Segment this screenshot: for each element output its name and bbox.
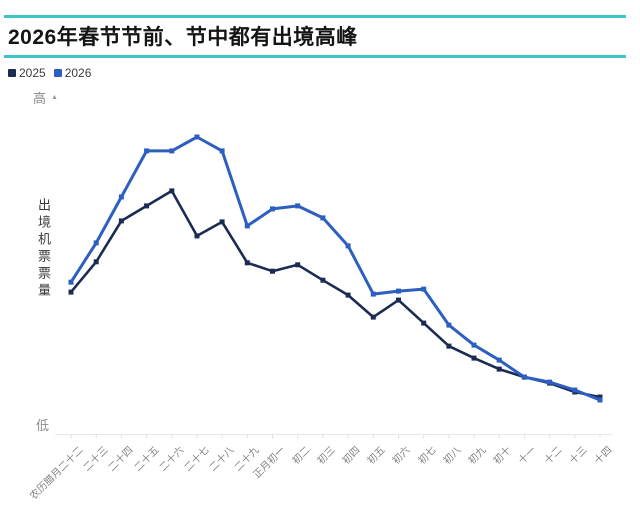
series-2026-marker [144, 148, 150, 154]
up-arrow-icon: ▲ [51, 94, 58, 101]
series-2026-marker [68, 279, 74, 285]
series-2026-marker [496, 357, 502, 363]
series-2025-marker [244, 260, 250, 266]
series-2026-marker [219, 148, 225, 154]
page-title: 2026年春节节前、节中都有出境高峰 [8, 26, 358, 49]
y-axis-low-label: 低 [36, 418, 50, 433]
series-2026-marker [446, 322, 452, 328]
series-2026-marker [320, 215, 326, 221]
series-2025-marker [68, 289, 74, 295]
series-2026-marker [244, 223, 250, 229]
high-label-text: 高 [33, 91, 47, 106]
legend-item-2026: 2026 [53, 66, 92, 80]
series-2025-marker [471, 355, 477, 361]
series-2025-marker [219, 219, 225, 225]
y-axis-high-label: 高 ▲ [33, 88, 58, 107]
series-2026-marker [169, 148, 175, 154]
series-2026-marker [118, 194, 124, 200]
title-rule-top [4, 15, 626, 18]
series-2026-marker [471, 342, 477, 348]
series-2025-marker [345, 292, 351, 298]
legend-swatch-2025 [8, 69, 16, 77]
series-2026-marker [396, 288, 401, 294]
series-2026-marker [295, 203, 301, 209]
series-2025-marker [169, 188, 175, 194]
series-2026-line [69, 135, 602, 402]
series-2025-marker [93, 259, 99, 265]
series-2025-marker [194, 233, 200, 239]
series-2025-marker [396, 297, 401, 303]
y-axis-title: 出境机票票量 [36, 198, 51, 300]
legend-label-2025: 2025 [19, 66, 46, 80]
series-2025-marker [421, 320, 427, 326]
series-2026-marker [572, 387, 578, 393]
title-rule-bottom [4, 55, 626, 58]
series-2025-marker [597, 394, 603, 400]
series-2025-marker [370, 314, 376, 320]
series-2025-marker [295, 262, 301, 268]
series-2026-marker [370, 291, 376, 297]
series-2026-marker [547, 379, 553, 385]
series-2025-marker [496, 366, 502, 372]
series-2025-marker [446, 343, 452, 349]
series-2025-line [69, 189, 602, 399]
series-2025-marker [144, 203, 150, 209]
series-2025-marker [118, 218, 124, 224]
legend: 2025 2026 [8, 66, 91, 80]
series-2026-marker [194, 134, 200, 140]
legend-swatch-2026 [53, 69, 62, 77]
legend-item-2025: 2025 [8, 66, 46, 80]
series-2026-marker [345, 243, 351, 249]
series-2026-marker [521, 374, 527, 380]
series-2025-marker [320, 277, 326, 283]
series-2026-marker [270, 206, 275, 212]
series-2026-marker [597, 397, 603, 403]
series-2026-marker [93, 240, 99, 246]
series-2026-marker [421, 286, 427, 292]
legend-label-2026: 2026 [64, 66, 92, 80]
series-2025-marker [270, 268, 275, 274]
